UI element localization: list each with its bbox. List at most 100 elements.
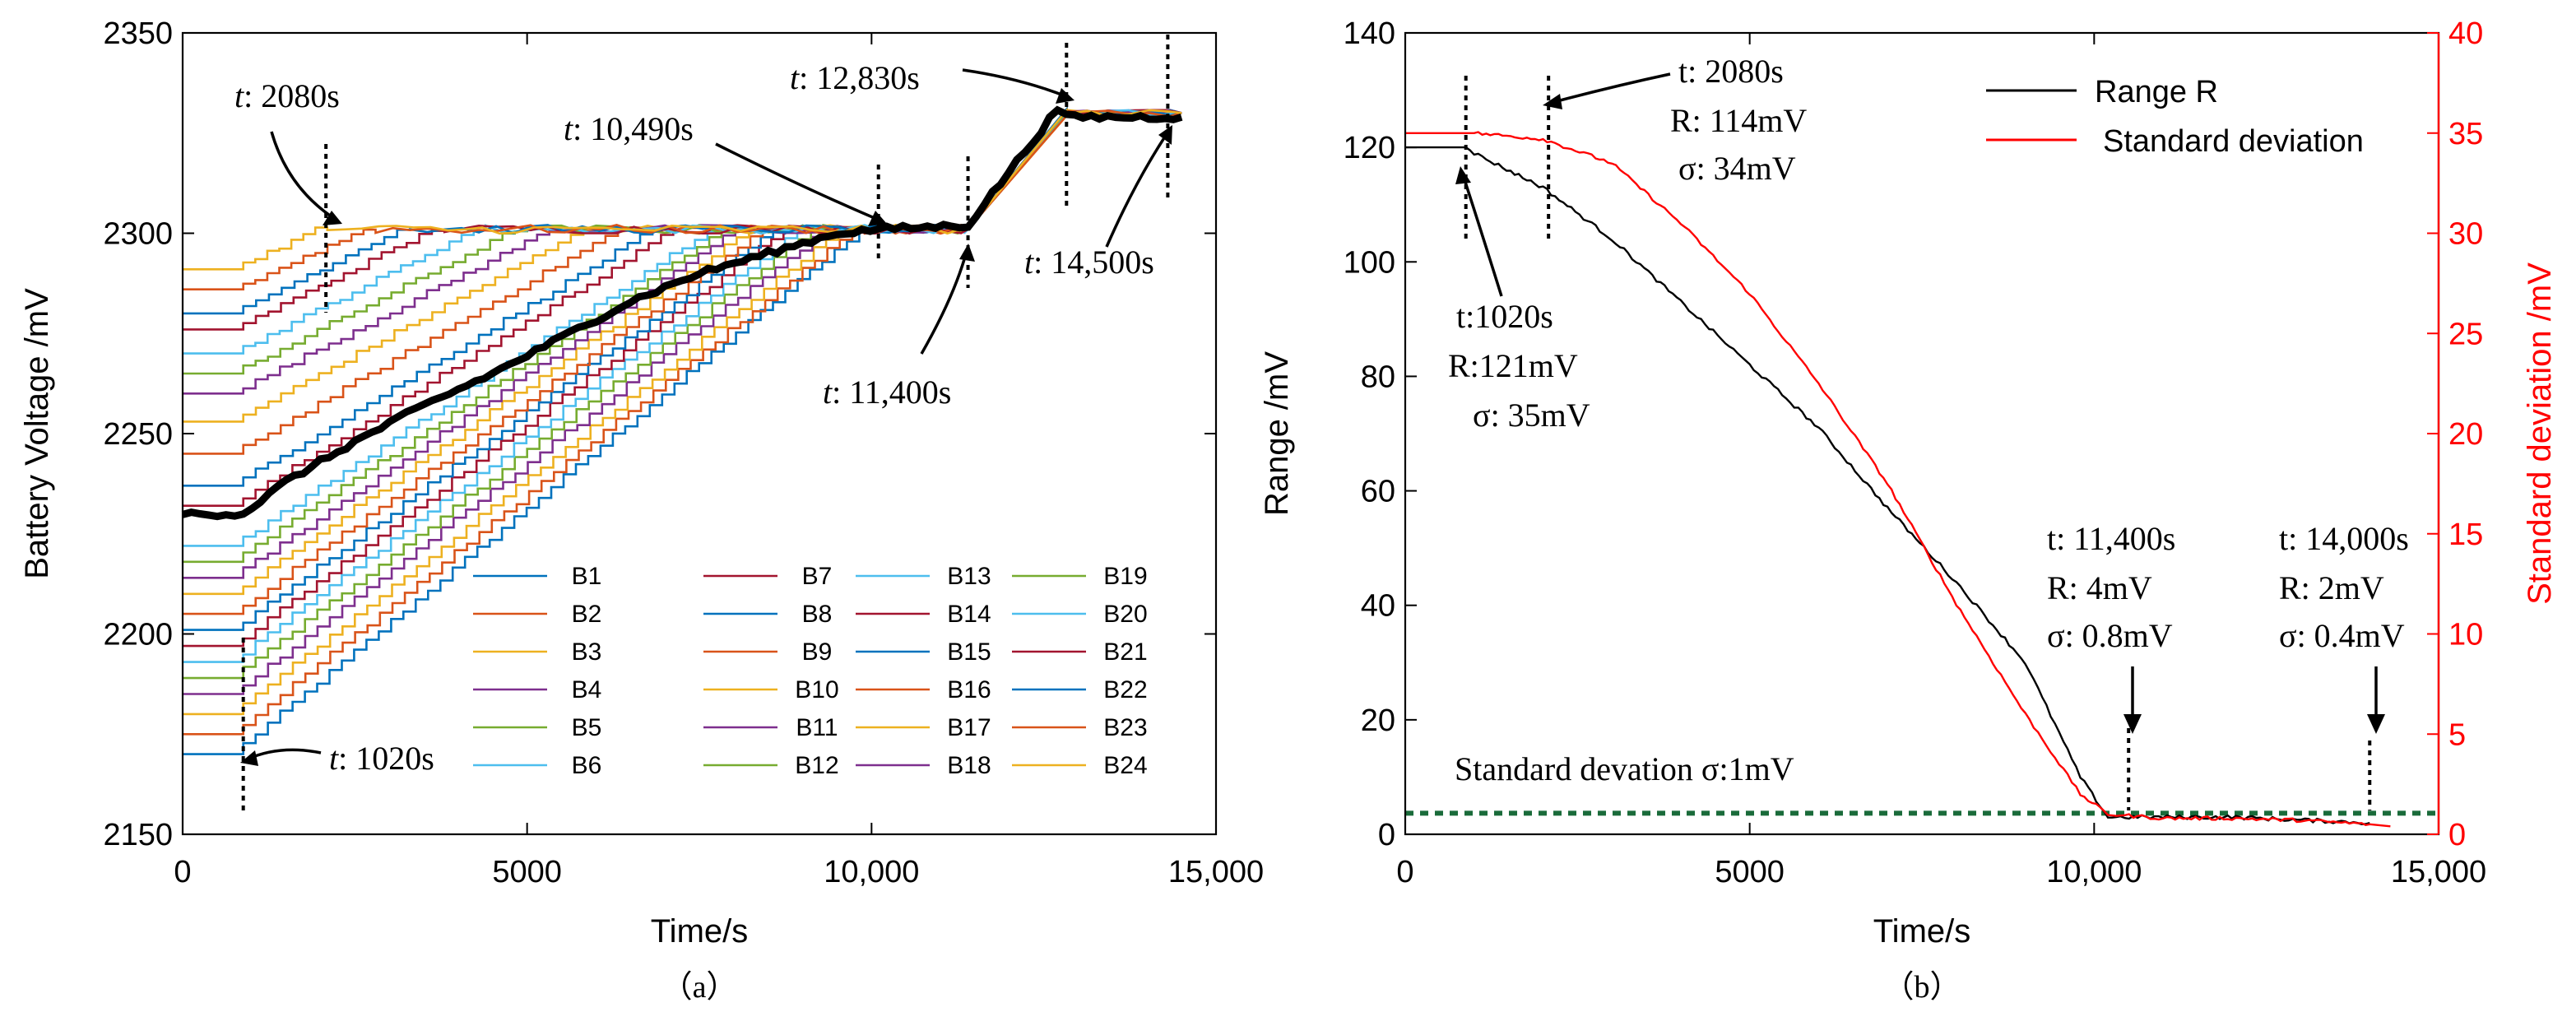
- series-line-B14: [183, 109, 1182, 507]
- chart-a-axes-box: [181, 31, 1218, 836]
- chart-b-reference-label: Standard devation σ:1mV: [1455, 750, 1794, 787]
- arrowhead-12830: [1056, 88, 1074, 104]
- annot-1020-line2: R:121mV: [1448, 347, 1578, 384]
- arrowhead-b-2080: [1543, 94, 1562, 109]
- legend-label-B16: B16: [947, 676, 991, 703]
- chart-b-annot-2080: t: 2080s R: 114mV σ: 34mV: [1670, 53, 1807, 187]
- annot-2080-line1: t: 2080s: [1678, 53, 1784, 90]
- legend-label-B1: B1: [572, 563, 602, 590]
- series-line-B1: [183, 106, 1182, 755]
- chart-b-ytick-label: 120: [1344, 131, 1395, 165]
- series-line-B7: [183, 109, 1182, 648]
- series-line-B10: [183, 109, 1182, 596]
- legend-label-B2: B2: [572, 601, 602, 628]
- chart-b-xtick-label: 10,000: [2046, 855, 2142, 889]
- arrowhead-b-1020: [1455, 166, 1471, 184]
- chart-a-annot-14500: t: 14,500s: [1024, 244, 1154, 281]
- chart-b-annot-14000: t: 14,000s R: 2mV σ: 0.4mV: [2279, 520, 2409, 654]
- legend-label-B12: B12: [795, 752, 838, 779]
- arrowhead-2080: [323, 211, 342, 225]
- annot-11400-line1: t: 11,400s: [2047, 520, 2175, 557]
- chart-b-xtick-label: 0: [1396, 855, 1413, 889]
- chart-b-annot-11400: t: 11,400s R: 4mV σ: 0.8mV: [2047, 520, 2175, 654]
- chart-b-ytick-label: 20: [1361, 703, 1395, 738]
- chart-a-ytick-label: 2200: [103, 618, 173, 652]
- legend-label-B11: B11: [796, 714, 838, 741]
- series-line-B5: [183, 109, 1182, 680]
- chart-b-annotation-markers: [1464, 76, 2372, 810]
- arrowhead-b-11400: [2123, 714, 2142, 734]
- chart-b-ytick-label-right: 15: [2448, 518, 2483, 552]
- arrowhead-b-14000: [2367, 714, 2385, 734]
- legend-label-B23: B23: [1103, 714, 1147, 741]
- chart-b-xtick-label: 5000: [1715, 855, 1785, 889]
- arrow-b-1020: [1461, 174, 1503, 297]
- chart-b-annot-1020: t:1020s R:121mV σ: 35mV: [1448, 298, 1590, 434]
- series-line-B21: [183, 106, 1182, 331]
- legend-label-B15: B15: [947, 638, 991, 666]
- arrow-12830: [962, 68, 1069, 99]
- chart-b-ytick-label: 80: [1361, 360, 1395, 394]
- chart-a-caption: （a）: [661, 970, 738, 1005]
- chart-a-xtick-label: 0: [174, 855, 191, 889]
- chart-a-ytick-label: 2300: [103, 217, 173, 252]
- chart-b-ylabel: Range /mV: [1259, 351, 1295, 516]
- legend-label-B6: B6: [572, 752, 602, 779]
- arrow-2080: [270, 131, 338, 222]
- chart-b-ylabel-right: Standard deviation /mV: [2522, 262, 2558, 605]
- annot-2080-line2: R: 114mV: [1670, 102, 1807, 139]
- legend-label-B10: B10: [795, 676, 838, 703]
- chart-b-ytick-label-right: 40: [2448, 16, 2483, 51]
- arrowhead-1020: [240, 750, 258, 766]
- legend-label-B8: B8: [802, 601, 833, 628]
- chart-a-annotation-markers: [241, 35, 1170, 810]
- chart-a-ytick-label: 2250: [103, 417, 173, 452]
- series-line-B9: [183, 109, 1182, 615]
- chart-b-ticks: 0 5000 10,000 15,00002040608010012014005101…: [1344, 16, 2487, 889]
- series-line-B6: [183, 109, 1182, 663]
- chart-a-annot-1020: t: 1020s: [329, 740, 434, 777]
- chart-b: 0 5000 10,000 15,00002040608010012014005101…: [1259, 16, 2558, 1005]
- chart-b-xlabel: Time/s: [1873, 913, 1971, 949]
- chart-b-ytick-label-right: 0: [2448, 818, 2466, 852]
- legend-range-label: Range R: [2095, 75, 2218, 109]
- chart-b-ytick-label: 100: [1344, 245, 1395, 280]
- legend-label-B5: B5: [572, 714, 602, 741]
- chart-b-ytick-label-right: 30: [2448, 217, 2483, 252]
- annot-14000-line1: t: 14,000s: [2279, 520, 2409, 557]
- chart-b-legend: Range R Standard deviation: [1986, 75, 2364, 159]
- chart-b-caption: （b）: [1882, 970, 1961, 1005]
- series-line-B4: [183, 109, 1182, 695]
- legend-std-label: Standard deviation: [2103, 124, 2364, 159]
- chart-a-ytick-label: 2350: [103, 16, 173, 51]
- legend-label-B18: B18: [947, 752, 991, 779]
- legend-label-B21: B21: [1103, 638, 1147, 666]
- annot-14000-line2: R: 2mV: [2279, 569, 2384, 606]
- chart-b-ytick-label: 40: [1361, 589, 1395, 624]
- chart-a: 0 5000 10,000 15,000 2150 2200 2250 2300 2350 Ti…: [19, 16, 1264, 1005]
- series-line-standard-deviation: [1405, 131, 2391, 828]
- chart-a-arrowheads: [240, 88, 1172, 766]
- chart-b-arrows: [1461, 72, 2378, 720]
- chart-a-annot-2080: t: 2080s: [234, 77, 340, 114]
- series-line-B3: [183, 107, 1182, 716]
- annot-14000-line3: σ: 0.4mV: [2279, 617, 2405, 654]
- legend-label-B4: B4: [572, 676, 602, 703]
- chart-b-xtick-label: 15,000: [2391, 855, 2486, 889]
- chart-b-ytick-label-right: 10: [2448, 618, 2483, 652]
- chart-a-xtick-label: 15,000: [1168, 855, 1264, 889]
- series-line-mean: [181, 105, 1183, 521]
- chart-a-arrows: [246, 68, 1170, 761]
- arrow-10490: [715, 142, 881, 222]
- chart-a-annot-11400: t: 11,400s: [823, 374, 951, 411]
- arrow-14500: [1105, 131, 1170, 248]
- legend-label-B7: B7: [802, 563, 833, 590]
- legend-label-B24: B24: [1103, 752, 1147, 779]
- series-line-B24: [183, 107, 1182, 271]
- chart-b-ytick-label-right: 35: [2448, 117, 2483, 151]
- arrowhead-14500: [1158, 125, 1172, 145]
- annot-11400-line2: R: 4mV: [2047, 569, 2152, 606]
- chart-a-annot-10490: t: 10,490s: [564, 110, 694, 147]
- legend-label-B19: B19: [1103, 563, 1147, 590]
